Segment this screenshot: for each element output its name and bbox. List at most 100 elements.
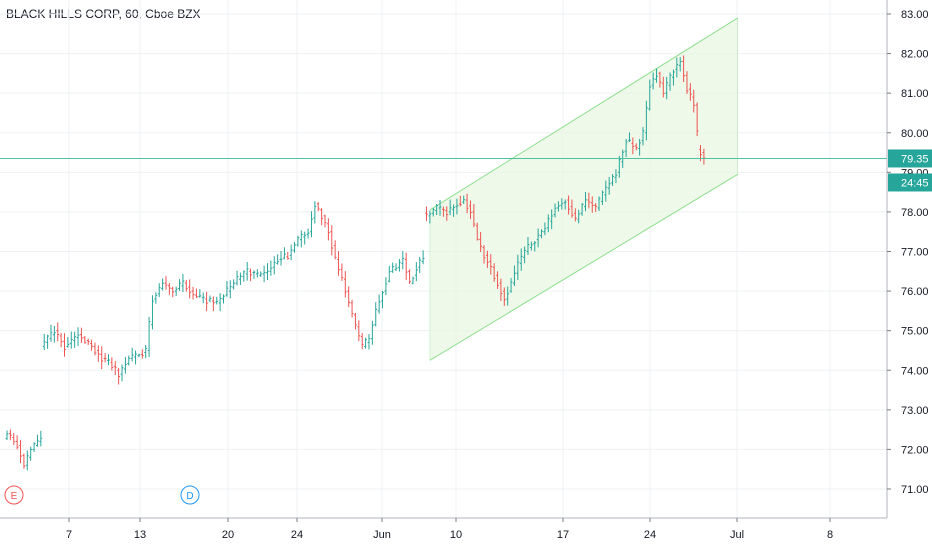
ohlc-bar: [543, 222, 547, 236]
ohlc-bar: [340, 263, 344, 281]
earnings-marker-circle[interactable]: [4, 485, 24, 505]
last-price-tag: [888, 149, 932, 168]
ohlc-bar: [370, 320, 374, 345]
time-axis[interactable]: 7 13 20 24 Jun 10 17 24 Jul 8: [66, 518, 833, 541]
ohlc-bar: [225, 281, 229, 297]
ohlc-bar: [100, 346, 104, 370]
ohlc-bar: [462, 195, 466, 204]
ohlc-bar: [685, 71, 689, 94]
ohlc-bar: [394, 263, 398, 271]
channel-upper-line[interactable]: [429, 17, 738, 211]
ohlc-bar: [418, 256, 422, 274]
ohlc-bar: [46, 334, 49, 349]
ohlc-bar: [557, 201, 560, 212]
ohlc-bar: [63, 333, 66, 357]
ohlc-bar: [154, 292, 158, 304]
ohlc-bar: [195, 288, 198, 299]
ohlc-bar: [343, 271, 347, 298]
ohlc-bar: [303, 231, 307, 245]
ohlc-bar: [438, 200, 442, 216]
ohlc-bar: [269, 260, 273, 276]
ohlc-bar: [350, 299, 354, 318]
ohlc-bar: [147, 316, 151, 358]
ohlc-bar: [32, 442, 36, 452]
ohlc-bar: [272, 256, 276, 275]
ohlc-bar: [255, 269, 259, 278]
ohlc-bar: [496, 271, 499, 289]
time-tick-label: Jul: [730, 529, 744, 541]
ohlc-bar: [25, 450, 29, 471]
ohlc-bar: [174, 286, 178, 296]
time-tick-label: 24: [291, 529, 303, 541]
time-tick-label: 24: [644, 529, 656, 541]
ohlc-bar: [357, 320, 361, 342]
ohlc-bar: [83, 336, 87, 344]
ohlc-bar: [283, 247, 286, 260]
ohlc-bar: [19, 440, 22, 464]
ohlc-bar: [604, 180, 608, 202]
ohlc-bar: [211, 296, 215, 312]
time-tick-label: 7: [66, 529, 72, 541]
ohlc-bar: [208, 295, 212, 303]
ohlc-bar: [8, 429, 12, 441]
ohlc-bar: [550, 209, 554, 230]
ohlc-bar: [485, 250, 489, 269]
earnings-marker[interactable]: E: [4, 485, 24, 505]
ohlc-bar: [401, 251, 405, 270]
channel-lower-line[interactable]: [429, 173, 738, 361]
ohlc-bar: [425, 206, 428, 222]
ohlc-bar: [110, 357, 114, 371]
ohlc-bar: [113, 361, 117, 375]
parallel-channel[interactable]: [429, 17, 739, 361]
ohlc-bar: [672, 69, 675, 86]
ohlc-bar: [205, 291, 208, 312]
ohlc-bar: [56, 322, 60, 342]
ohlc-bar: [86, 338, 90, 346]
ohlc-bar: [52, 325, 56, 343]
ohlc-bar: [279, 250, 283, 266]
ohlc-bar: [181, 273, 185, 293]
ohlc-bar: [144, 345, 148, 359]
ohlc-bar: [482, 245, 486, 264]
ohlc-bar: [567, 195, 570, 215]
earnings-marker-label: E: [11, 491, 18, 502]
ohlc-bar: [120, 364, 124, 382]
ohlc-bar: [191, 286, 195, 300]
ohlc-bar: [590, 196, 594, 213]
ohlc-bar: [364, 337, 367, 349]
ohlc-bar: [374, 302, 378, 327]
ohlc-bar: [404, 252, 408, 281]
ohlc-bar: [137, 353, 141, 358]
last-price-label: 79.35: [901, 153, 929, 165]
countdown-tag: [888, 173, 932, 192]
dividend-marker-circle[interactable]: [180, 485, 200, 505]
ohlc-bar: [638, 138, 642, 156]
price-tick-label: 83.00: [901, 9, 929, 21]
ohlc-bar: [127, 355, 131, 366]
time-tick-label: 10: [450, 529, 462, 541]
ohlc-bar: [140, 349, 144, 359]
dividend-marker[interactable]: D: [180, 485, 200, 505]
ohlc-bar: [347, 286, 351, 308]
ohlc-bar: [655, 68, 658, 83]
ohlc-bar: [570, 199, 574, 218]
ohlc-bar: [428, 210, 432, 224]
price-tick-label: 81.00: [901, 88, 929, 100]
price-axis[interactable]: 71.00 72.00 73.00 74.00 75.00 76.00 77.00 78.00…: [887, 9, 929, 496]
ohlc-bar: [617, 155, 621, 178]
ohlc-bar: [563, 199, 567, 210]
ohlc-bar: [330, 225, 334, 256]
ohlc-bar: [580, 202, 584, 216]
ohlc-bar: [519, 248, 523, 271]
ohlc-bar: [117, 367, 121, 385]
ohlc-bar: [286, 251, 290, 260]
ohlc-bar: [266, 263, 269, 281]
ohlc-bar: [232, 279, 236, 290]
ohlc-bar: [367, 334, 371, 350]
price-tick-label: 73.00: [901, 405, 929, 417]
ohlc-bar: [452, 204, 455, 217]
price-tick-label: 75.00: [901, 326, 929, 338]
ohlc-bar: [42, 333, 46, 351]
